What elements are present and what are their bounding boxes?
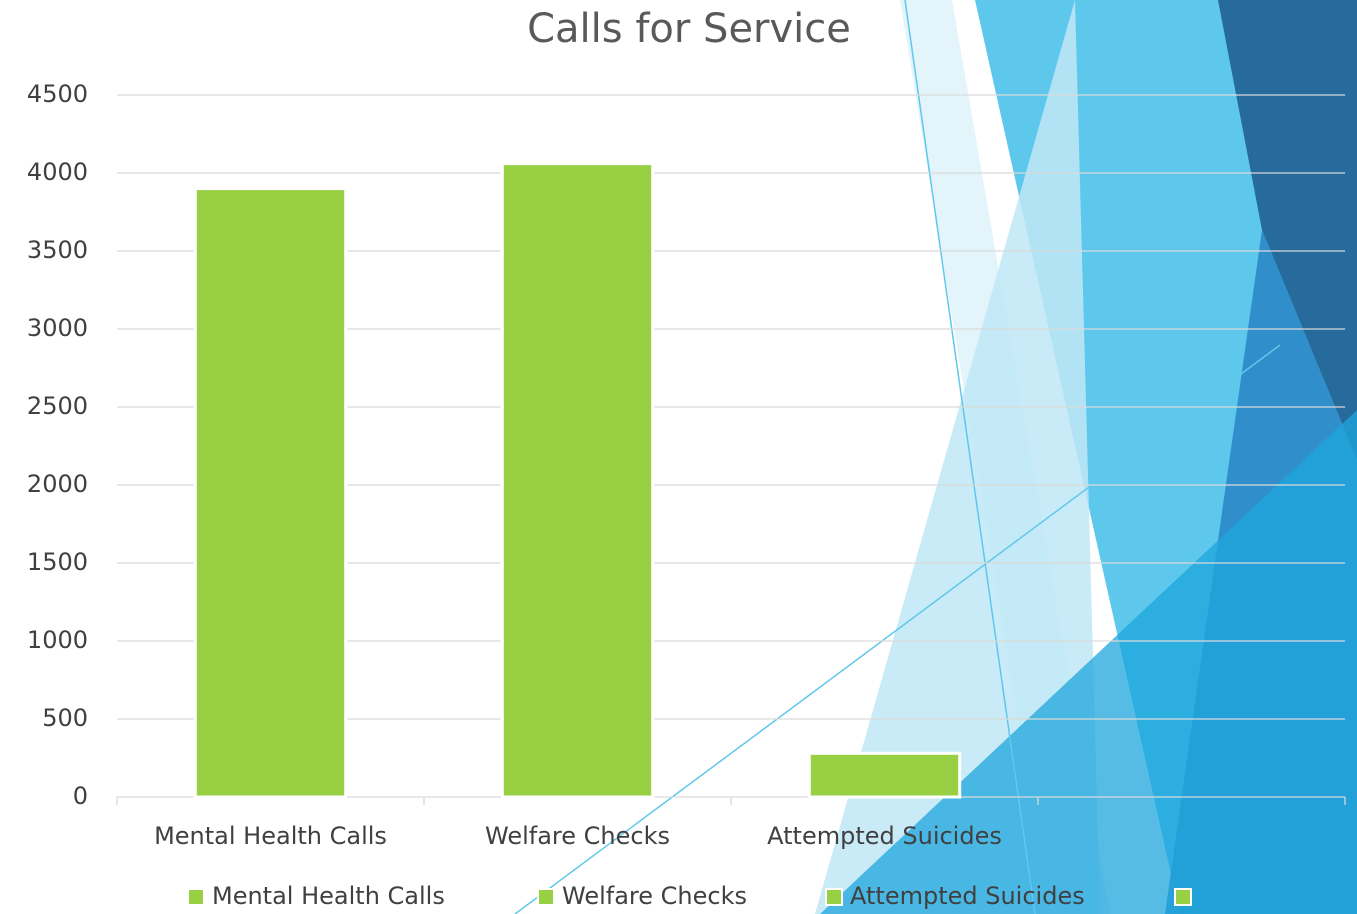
y-tick-label: 1000 — [27, 626, 88, 654]
bar — [195, 189, 345, 797]
y-tick-label: 0 — [73, 782, 88, 810]
legend-label: Mental Health Calls — [212, 882, 445, 910]
legend-label: Welfare Checks — [562, 882, 747, 910]
legend-swatch — [538, 889, 554, 905]
chart-title: Calls for Service — [527, 6, 851, 52]
legend-swatch — [188, 889, 204, 905]
legend-swatch — [1175, 889, 1191, 905]
y-tick-label: 2000 — [27, 470, 88, 498]
y-tick-label: 500 — [42, 704, 88, 732]
bar — [809, 753, 959, 797]
x-tick-label: Mental Health Calls — [154, 822, 387, 850]
y-tick-label: 1500 — [27, 548, 88, 576]
y-tick-label: 4000 — [27, 158, 88, 186]
bar — [502, 164, 652, 797]
x-tick-label: Welfare Checks — [485, 822, 670, 850]
legend-swatch — [826, 889, 842, 905]
y-tick-label: 3500 — [27, 236, 88, 264]
x-tick-label: Attempted Suicides — [767, 822, 1002, 850]
y-tick-label: 3000 — [27, 314, 88, 342]
slide: Calls for Service 0 500 1000 1500 2000 2500 30… — [0, 0, 1357, 914]
y-tick-label: 2500 — [27, 392, 88, 420]
y-tick-label: 4500 — [27, 80, 88, 108]
legend-label: Attempted Suicides — [850, 882, 1085, 910]
